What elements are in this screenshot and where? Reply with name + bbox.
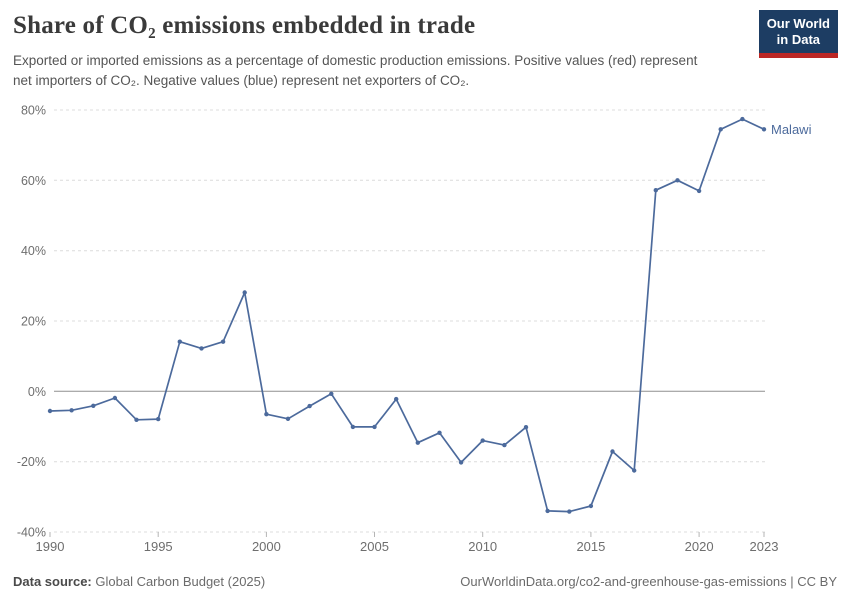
data-point[interactable] [458, 460, 464, 465]
data-point[interactable] [394, 396, 399, 402]
x-axis-label: 2000 [252, 539, 281, 554]
data-point[interactable] [134, 417, 139, 422]
series-label-malawi[interactable]: Malawi [771, 122, 812, 137]
data-point[interactable] [502, 442, 507, 448]
data-point[interactable] [91, 403, 96, 408]
data-point[interactable] [545, 508, 550, 514]
owid-logo[interactable]: Our World in Data [758, 10, 838, 58]
data-point[interactable] [437, 430, 442, 435]
x-axis-label: 1995 [144, 539, 173, 554]
x-axis-label: 2023 [750, 539, 779, 554]
data-point[interactable] [112, 395, 118, 401]
data-point[interactable] [480, 438, 485, 443]
data-point[interactable] [307, 403, 312, 409]
x-axis-label: 2010 [468, 539, 497, 554]
data-point[interactable] [329, 391, 334, 396]
data-point[interactable] [675, 178, 680, 183]
y-axis-label: 80% [21, 104, 46, 118]
data-point[interactable] [610, 449, 615, 454]
data-line-malawi[interactable] [49, 118, 765, 513]
data-point[interactable] [740, 116, 745, 122]
chart-header: Share of CO₂ emissions embedded in trade… [13, 12, 713, 92]
x-axis-label: 2005 [360, 539, 389, 554]
data-source: Data source: Global Carbon Budget (2025) [13, 574, 265, 589]
data-source-label: Data source: [13, 574, 92, 589]
data-point[interactable] [350, 424, 356, 430]
data-point[interactable] [588, 503, 594, 509]
data-point[interactable] [69, 408, 74, 413]
data-point[interactable] [718, 127, 723, 132]
credit-link[interactable]: OurWorldinData.org/co2-and-greenhouse-ga… [460, 574, 837, 589]
data-point[interactable] [653, 188, 658, 193]
y-axis-label: 0% [28, 385, 46, 399]
owid-logo-line1: Our World [766, 16, 830, 31]
chart-footer: Data source: Global Carbon Budget (2025)… [13, 574, 837, 589]
data-point[interactable] [199, 346, 204, 351]
data-point[interactable] [415, 440, 420, 445]
data-point[interactable] [696, 188, 702, 194]
y-axis-label: 20% [21, 315, 46, 329]
y-axis-label: 40% [21, 244, 46, 258]
x-axis-label: 2020 [685, 539, 714, 554]
data-point[interactable] [177, 339, 182, 344]
data-point[interactable] [242, 290, 247, 295]
data-point[interactable] [567, 509, 572, 514]
y-axis-label: 60% [21, 174, 46, 188]
y-axis-label: -20% [17, 455, 46, 469]
owid-logo-line2: in Data [776, 32, 821, 48]
data-point[interactable] [372, 424, 377, 430]
data-point[interactable] [632, 468, 637, 473]
data-point[interactable] [761, 127, 767, 132]
data-point[interactable] [47, 408, 53, 414]
chart-title: Share of CO₂ emissions embedded in trade [13, 12, 476, 39]
chart-subtitle: Exported or imported emissions as a perc… [13, 53, 698, 89]
data-source-value: Global Carbon Budget (2025) [95, 574, 266, 589]
x-axis-label: 2015 [576, 539, 605, 554]
y-axis-label: -40% [17, 526, 46, 540]
x-axis-label: 1990 [36, 539, 65, 554]
data-point[interactable] [285, 416, 291, 421]
data-point[interactable] [156, 416, 161, 422]
data-point[interactable] [264, 412, 269, 417]
data-point[interactable] [220, 339, 226, 344]
data-point[interactable] [523, 425, 529, 430]
